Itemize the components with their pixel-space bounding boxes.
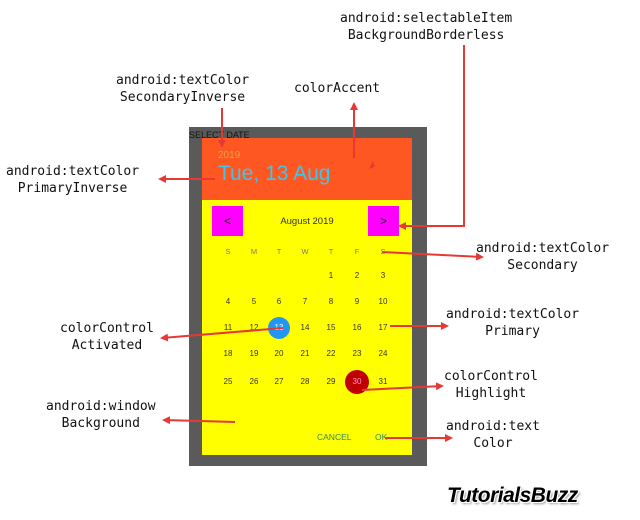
calendar-day[interactable]: 16 <box>352 323 362 332</box>
weekday-label: F <box>354 247 360 256</box>
calendar-day[interactable]: 6 <box>276 297 282 306</box>
calendar-day[interactable]: 29 <box>326 377 336 386</box>
calendar-day[interactable]: 3 <box>380 271 386 280</box>
weekday-label: M <box>250 247 258 256</box>
calendar-day[interactable]: 8 <box>328 297 334 306</box>
calendar-day[interactable]: 24 <box>378 349 388 358</box>
callout-color-accent: colorAccent <box>294 81 381 96</box>
calendar-day[interactable]: 27 <box>274 377 284 386</box>
cancel-button[interactable]: CANCEL <box>317 432 352 442</box>
calendar-day[interactable]: 25 <box>223 377 233 386</box>
select-date-label: SELECT DATE <box>189 130 250 140</box>
calendar-day[interactable]: 18 <box>223 349 233 358</box>
calendar-day[interactable]: 23 <box>352 349 362 358</box>
ok-button[interactable]: OK <box>375 432 388 442</box>
calendar-day[interactable]: 7 <box>302 297 308 306</box>
arrow-window-background <box>162 416 236 425</box>
header-date[interactable]: Tue, 13 Aug <box>218 162 331 185</box>
calendar-day[interactable]: 20 <box>274 349 284 358</box>
weekday-label: T <box>276 247 282 256</box>
calendar-day[interactable]: 15 <box>326 323 336 332</box>
arrow-color-control-highlight <box>361 382 444 391</box>
callout-color-control-highlight: colorControl Highlight <box>444 369 538 401</box>
calendar-day[interactable]: 31 <box>378 377 388 386</box>
arrow-color-control-activated <box>160 327 284 342</box>
arrow-selectable-item <box>398 45 465 230</box>
callout-selectable-item-background: android:selectableItem BackgroundBorderle… <box>340 11 513 43</box>
calendar-day[interactable]: 22 <box>326 349 336 358</box>
header-year[interactable]: 2019 <box>218 150 241 161</box>
callout-text-color-secondary: android:textColor Secondary <box>476 241 610 273</box>
calendar-day[interactable]: 21 <box>300 349 310 358</box>
calendar-day[interactable]: 17 <box>378 323 388 332</box>
next-month-button[interactable]: > <box>368 206 399 236</box>
calendar-day[interactable]: 10 <box>378 297 388 306</box>
calendar-day[interactable]: 28 <box>300 377 310 386</box>
callout-text-color-secondary-inverse: android:textColor SecondaryInverse <box>116 73 250 105</box>
weekday-label: W <box>301 247 309 256</box>
weekday-label: S <box>225 247 231 256</box>
calendar-day[interactable]: 5 <box>251 297 257 306</box>
callout-text-color-primary-inverse: android:textColor PrimaryInverse <box>6 164 140 196</box>
callout-window-background: android:window Background <box>46 399 156 431</box>
tutorialsbuzz-logo: TutorialsBuzz <box>447 484 578 507</box>
weekday-label: T <box>328 247 334 256</box>
prev-month-button[interactable]: < <box>212 206 243 236</box>
callout-color-control-activated: colorControl Activated <box>60 321 154 353</box>
calendar-day[interactable]: 11 <box>223 323 233 332</box>
calendar-day[interactable]: 1 <box>328 271 334 280</box>
callout-text-color: android:text Color <box>446 419 540 451</box>
arrow-text-color-secondary <box>381 251 484 261</box>
calendar-day[interactable]: 14 <box>300 323 310 332</box>
dialog-header: 2019 Tue, 13 Aug <box>202 138 412 200</box>
calendar-day[interactable]: 26 <box>249 377 259 386</box>
calendar-day[interactable]: 4 <box>225 297 231 306</box>
calendar-day[interactable]: 12 <box>249 323 259 332</box>
callout-text-color-primary: android:textColor Primary <box>446 307 580 339</box>
calendar-day[interactable]: 19 <box>249 349 259 358</box>
month-title: August 2019 <box>280 216 334 227</box>
calendar-day[interactable]: 2 <box>354 271 360 280</box>
calendar-day[interactable]: 9 <box>354 297 360 306</box>
